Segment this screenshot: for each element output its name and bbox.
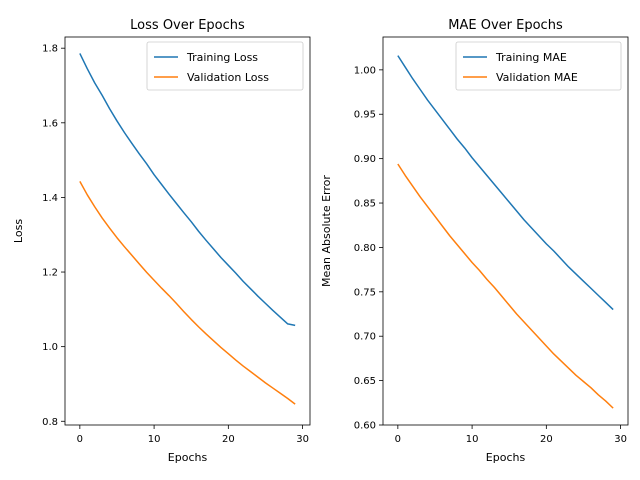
- y-tick-label: 1.6: [42, 118, 58, 129]
- y-tick-label: 0.75: [354, 287, 376, 298]
- legend-label: Training MAE: [495, 51, 567, 64]
- subplot-1: 0 10 20 30 0.8 1.0 1.2 1.4 1.6 1.8 Loss Over Epoch…: [12, 18, 311, 464]
- y-tick-label: 1.00: [354, 65, 376, 76]
- legend: Training MAE Validation MAE: [455, 41, 622, 91]
- legend-label: Validation Loss: [187, 71, 269, 84]
- y-tick-label: 0.65: [354, 376, 376, 387]
- series-line-validation-mae: [397, 163, 614, 409]
- x-tick-label: 0: [395, 434, 401, 445]
- axes-frame: [64, 36, 311, 426]
- chart-title: Loss Over Epochs: [130, 18, 245, 33]
- axes-frame: [382, 36, 629, 426]
- y-axis-label: Mean Absolute Error: [320, 175, 333, 287]
- legend-box: [146, 41, 304, 91]
- legend: Training Loss Validation Loss: [146, 41, 304, 91]
- legend-box: [455, 41, 622, 91]
- subplot-2: 0 10 20 30 0.60 0.65 0.70 0.75 0.80 0.85 0.90 0.95 1…: [320, 18, 629, 464]
- y-tick-label: 0.85: [354, 199, 376, 210]
- y-tick-label: 1.8: [42, 44, 58, 55]
- y-tick-label: 0.90: [354, 154, 376, 165]
- series-line-validation-loss: [79, 181, 296, 405]
- y-tick-label: 0.70: [354, 332, 376, 343]
- y-tick-label: 0.8: [42, 417, 58, 428]
- legend-label: Validation MAE: [496, 71, 578, 84]
- y-tick-label: 1.4: [42, 193, 58, 204]
- x-axis-label: Epochs: [486, 451, 526, 464]
- x-tick-label: 30: [614, 434, 627, 445]
- x-tick-label: 20: [540, 434, 553, 445]
- y-tick-label: 0.95: [354, 110, 376, 121]
- legend-label: Training Loss: [186, 51, 258, 64]
- y-tick-label: 1.0: [42, 342, 58, 353]
- x-tick-label: 20: [222, 434, 235, 445]
- x-tick-label: 30: [296, 434, 309, 445]
- series-line-training-loss: [79, 53, 296, 327]
- y-tick-label: 1.2: [42, 268, 58, 279]
- x-tick-label: 10: [148, 434, 161, 445]
- y-tick-label: 0.80: [354, 243, 376, 254]
- x-tick-label: 10: [466, 434, 479, 445]
- x-tick-label: 0: [77, 434, 83, 445]
- y-axis-label: Loss: [12, 219, 25, 243]
- x-axis-label: Epochs: [168, 451, 208, 464]
- series-line-training-mae: [397, 55, 614, 311]
- y-tick-label: 0.60: [354, 421, 376, 432]
- chart-title: MAE Over Epochs: [448, 18, 563, 33]
